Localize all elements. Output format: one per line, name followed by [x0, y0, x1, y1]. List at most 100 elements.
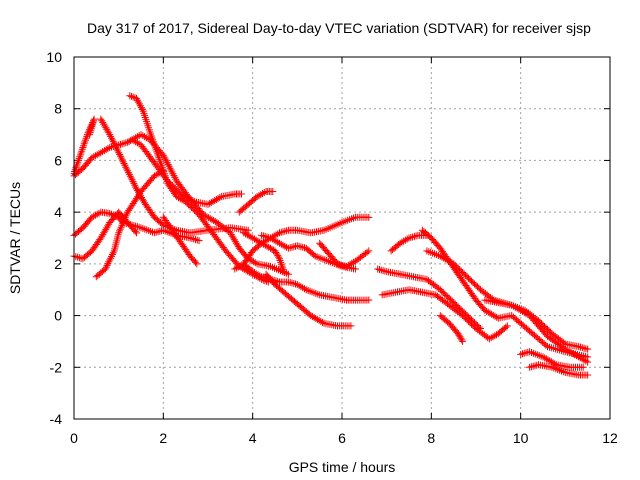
- x-tick-label: 10: [513, 430, 529, 446]
- data-point: [135, 223, 143, 231]
- data-point: [242, 230, 249, 238]
- series-track-10: [240, 229, 288, 276]
- data-point: [79, 144, 87, 151]
- data-point: [111, 141, 119, 149]
- data-point: [578, 355, 586, 363]
- data-point: [216, 194, 224, 202]
- data-point: [271, 247, 279, 255]
- data-point: [117, 152, 124, 160]
- data-point: [259, 238, 267, 246]
- data-point: [301, 285, 308, 293]
- data-point: [110, 140, 118, 148]
- data-point: [469, 322, 477, 330]
- data-point: [274, 252, 282, 260]
- data-point: [126, 172, 134, 180]
- data-point: [444, 293, 452, 301]
- data-point: [542, 324, 550, 332]
- data-point: [175, 194, 182, 202]
- data-point: [529, 362, 537, 370]
- data-point: [104, 260, 112, 268]
- data-point: [97, 149, 105, 157]
- data-point: [116, 227, 123, 235]
- data-point: [274, 230, 282, 238]
- data-point: [584, 345, 592, 353]
- y-tick-label: 0: [54, 308, 62, 324]
- data-point: [105, 258, 113, 266]
- data-point: [456, 266, 464, 274]
- data-point: [138, 106, 146, 113]
- data-point: [451, 261, 459, 269]
- data-point: [240, 229, 248, 237]
- data-point: [77, 149, 85, 157]
- data-point: [133, 139, 141, 147]
- data-point: [456, 333, 464, 341]
- data-point: [156, 169, 164, 177]
- data-layer: [70, 92, 592, 379]
- data-point: [133, 229, 141, 237]
- data-point: [238, 190, 245, 198]
- data-point: [409, 233, 417, 241]
- data-point: [193, 260, 201, 268]
- data-point: [451, 300, 459, 308]
- data-point: [260, 189, 268, 196]
- series-track-3: [70, 208, 203, 245]
- series-track-15: [262, 270, 355, 330]
- data-point: [254, 271, 262, 279]
- data-point: [295, 282, 303, 290]
- data-point: [122, 163, 130, 171]
- data-point: [450, 299, 458, 307]
- data-point: [102, 263, 110, 271]
- series-track-11: [235, 187, 277, 216]
- data-point: [284, 270, 292, 278]
- data-point: [190, 235, 198, 243]
- data-point: [114, 147, 122, 155]
- data-point: [579, 363, 587, 371]
- data-point: [123, 165, 131, 173]
- data-point: [448, 297, 456, 305]
- data-point: [109, 138, 117, 146]
- data-point: [256, 272, 264, 280]
- series-track-24: [526, 361, 592, 379]
- data-point: [400, 237, 408, 245]
- x-tick-label: 4: [249, 430, 257, 446]
- data-point: [118, 156, 126, 164]
- grid: [74, 57, 610, 419]
- data-point: [124, 167, 132, 175]
- data-point: [126, 92, 134, 100]
- data-point: [439, 289, 447, 297]
- data-point: [346, 260, 354, 268]
- data-point: [272, 249, 280, 256]
- data-point: [74, 253, 82, 261]
- data-point: [134, 98, 142, 106]
- data-point: [91, 152, 99, 160]
- data-point: [268, 235, 276, 243]
- data-point: [280, 268, 288, 276]
- data-point: [113, 145, 121, 153]
- data-point: [519, 321, 527, 329]
- data-point: [137, 131, 145, 139]
- data-point: [106, 256, 114, 264]
- data-point: [82, 136, 89, 144]
- data-point: [127, 174, 135, 182]
- y-tick-label: 6: [54, 152, 62, 168]
- series-track-23: [481, 296, 592, 353]
- data-point: [183, 199, 191, 207]
- data-point: [441, 290, 449, 298]
- data-point: [502, 323, 510, 331]
- data-point: [299, 284, 307, 292]
- data-point: [128, 176, 136, 184]
- data-point: [365, 296, 373, 304]
- data-point: [259, 190, 266, 197]
- data-point: [106, 131, 114, 139]
- data-point: [192, 258, 199, 266]
- data-point: [150, 172, 158, 180]
- data-point: [319, 318, 326, 326]
- data-point: [376, 266, 383, 273]
- data-point: [457, 267, 465, 275]
- series-track-17: [374, 265, 484, 332]
- data-point: [128, 92, 135, 100]
- data-point: [116, 151, 124, 158]
- y-tick-label: 2: [54, 256, 62, 272]
- data-point: [244, 226, 252, 234]
- data-point: [168, 168, 176, 176]
